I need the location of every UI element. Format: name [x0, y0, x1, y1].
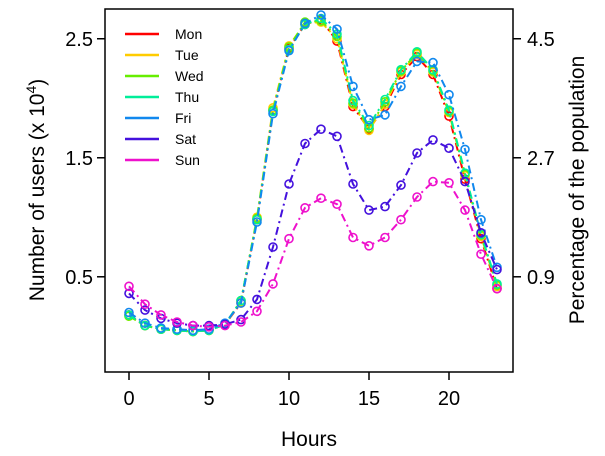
data-point [381, 234, 389, 242]
y-axis-title-main: Number of users (x 10 [26, 94, 49, 302]
legend-label: Wed [175, 68, 204, 84]
data-point [429, 136, 437, 144]
data-point [317, 194, 325, 202]
x-tick-label: 15 [358, 388, 380, 410]
series-mon [125, 16, 501, 336]
legend-label: Fri [175, 110, 191, 126]
legend-label: Sat [175, 131, 196, 147]
y-axis-title-close: ) [26, 79, 49, 86]
data-point [397, 216, 405, 224]
legend-label: Tue [175, 47, 199, 63]
x-axis-title: Hours [281, 428, 337, 451]
data-point [333, 132, 341, 140]
y2-tick-label: 2.7 [527, 148, 555, 170]
data-point [317, 125, 325, 133]
legend-label: Sun [175, 152, 200, 168]
data-point [269, 280, 277, 288]
x-tick-label: 20 [438, 388, 460, 410]
y-tick-label: 2.5 [65, 29, 93, 51]
legend-label: Mon [175, 26, 202, 42]
y2-tick-label: 0.9 [527, 267, 555, 289]
legend-label: Thu [175, 89, 199, 105]
y-axis-title: Number of users (x 104) [23, 79, 49, 302]
y-tick-label: 1.5 [65, 148, 93, 170]
series-tue [125, 18, 501, 335]
data-point [445, 144, 453, 152]
legend: Mon Tue Wed Thu Fri Sat Sun [125, 26, 204, 168]
series-sun [125, 178, 501, 331]
data-point [365, 242, 373, 250]
series-line [129, 19, 497, 332]
data-point [477, 250, 485, 258]
x-tick-label: 10 [278, 388, 300, 410]
data-point [349, 234, 357, 242]
y-axis-title-exponent: 4 [23, 86, 39, 94]
y2-axis-title: Percentage of the population [566, 56, 589, 325]
x-tick-label: 5 [203, 388, 214, 410]
y2-tick-label: 4.5 [527, 29, 555, 51]
y-tick-label: 0.5 [65, 267, 93, 289]
series-line [129, 20, 497, 332]
x-tick-label: 0 [123, 388, 134, 410]
series-wed [125, 17, 501, 336]
series-line [129, 182, 497, 327]
